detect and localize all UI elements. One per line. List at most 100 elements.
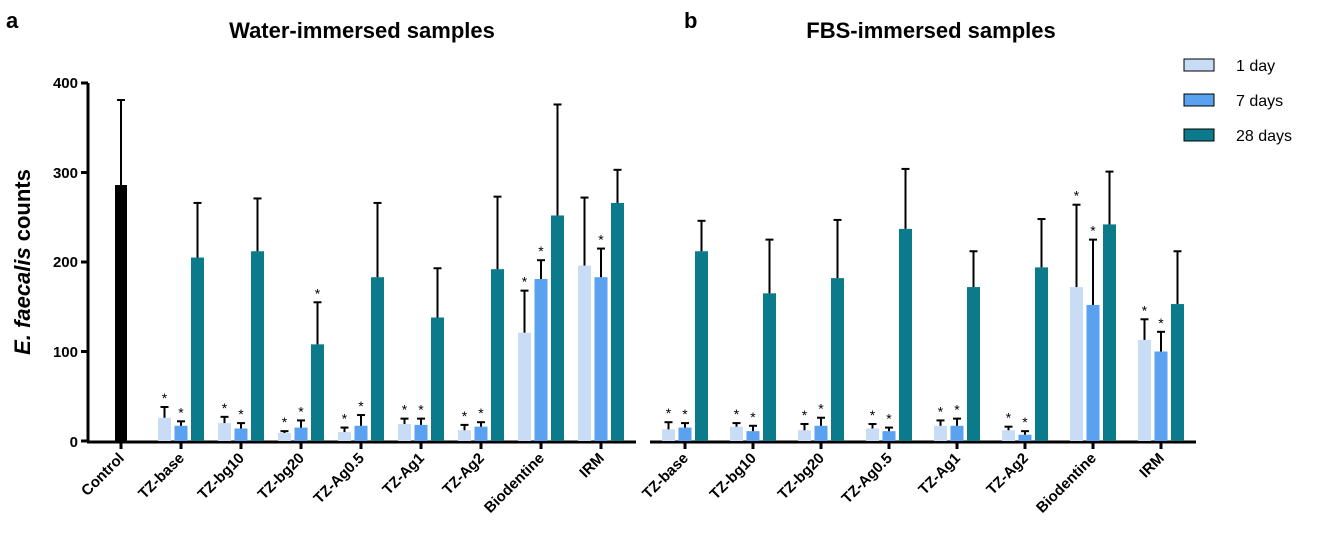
y-tick-label: 400 [53, 75, 78, 92]
bar [1035, 267, 1048, 441]
bar [1171, 304, 1184, 441]
bar [678, 427, 692, 441]
bar [414, 424, 428, 441]
y-tick-label: 0 [70, 434, 78, 451]
y-axis-label-italic: E. faecalis [10, 247, 35, 355]
bar [474, 426, 488, 441]
bar [695, 251, 708, 441]
bar [491, 269, 504, 441]
legend-label-7-days: 7 days [1236, 93, 1283, 110]
significance-star: * [1074, 188, 1080, 204]
y-axis-label-rest: counts [10, 169, 35, 241]
significance-star: * [938, 403, 944, 419]
significance-star: * [750, 409, 756, 425]
legend-label-28-days: 28 days [1236, 128, 1292, 145]
significance-star: * [162, 390, 168, 406]
significance-star: * [178, 404, 184, 420]
significance-star: * [402, 402, 408, 418]
bar [730, 426, 743, 441]
significance-star: * [358, 398, 364, 414]
bar [218, 423, 231, 441]
bar [1018, 434, 1032, 441]
x-tick-label: TZ-Ag0.5 [310, 450, 367, 507]
x-tick-label: TZ-Ag2 [439, 450, 488, 499]
bar [950, 425, 964, 441]
chart-marks: Control * * TZ-base * * TZ-bg10 * * * TZ-bg20 * * TZ-… [78, 81, 1196, 517]
significance-star: * [1006, 410, 1012, 426]
bar [311, 344, 324, 441]
significance-star: * [886, 411, 892, 427]
significance-star: * [682, 406, 688, 422]
significance-star: * [342, 411, 348, 427]
control-bar [115, 185, 127, 441]
significance-star: * [478, 405, 484, 421]
bar [594, 277, 608, 441]
x-tick-label: TZ-bg20 [775, 450, 828, 503]
panel-b-title: FBS-immersed samples [806, 18, 1055, 43]
significance-star: * [282, 414, 288, 430]
x-tick-label: TZ-bg10 [707, 450, 760, 503]
y-tick-label: 100 [53, 344, 78, 361]
x-tick-label: TZ-Ag1 [379, 450, 428, 499]
x-tick-label: Biodentine [1033, 450, 1100, 517]
x-tick-label: TZ-Ag1 [915, 450, 964, 499]
bar [882, 431, 896, 441]
x-tick-label: TZ-base [135, 450, 188, 503]
bar [1103, 224, 1116, 441]
significance-star: * [734, 406, 740, 422]
bar [518, 332, 531, 441]
bar [338, 432, 351, 441]
bar [1070, 287, 1083, 441]
x-tick-label: IRM [576, 450, 607, 481]
bar [763, 293, 776, 441]
bar [814, 425, 828, 441]
bar [831, 278, 844, 441]
bar [866, 428, 879, 441]
x-tick-label: Control [78, 450, 128, 500]
legend: 1 day 7 days 28 days [1183, 58, 1292, 145]
bar [934, 425, 947, 441]
bar [278, 432, 291, 441]
significance-star: * [522, 274, 528, 290]
y-tick-label: 300 [53, 165, 78, 182]
significance-star: * [1090, 223, 1096, 239]
x-tick-label: TZ-bg20 [255, 450, 308, 503]
significance-star: * [818, 401, 824, 417]
significance-star: * [238, 406, 244, 422]
bar [746, 431, 760, 441]
significance-star: * [462, 408, 468, 424]
bar [534, 279, 548, 441]
bar [1138, 339, 1151, 441]
significance-star: * [598, 232, 604, 248]
bar [1086, 304, 1100, 441]
significance-star: * [870, 407, 876, 423]
significance-star: * [954, 402, 960, 418]
bar [191, 257, 204, 441]
bar [174, 425, 188, 441]
bar [234, 428, 248, 441]
significance-star: * [315, 285, 321, 301]
x-tick-label: TZ-Ag2 [983, 450, 1032, 499]
bar [1002, 430, 1015, 441]
bar [611, 202, 624, 441]
panel-a-letter: a [6, 8, 19, 33]
x-tick-label: TZ-base [639, 450, 692, 503]
bar [354, 425, 368, 441]
significance-star: * [1022, 414, 1028, 430]
y-tick-label: 200 [53, 254, 78, 271]
bar [431, 317, 444, 441]
y-axis-label: E. faecalis counts [10, 169, 35, 355]
significance-star: * [1142, 302, 1148, 318]
bar [251, 251, 264, 441]
bar [1154, 351, 1168, 441]
panel-b-letter: b [684, 8, 697, 33]
bar [578, 265, 591, 441]
legend-swatch-1-day [1183, 58, 1215, 72]
legend-swatch-7-days [1183, 93, 1215, 107]
bar [967, 287, 980, 441]
bar [899, 228, 912, 441]
bar [551, 215, 564, 441]
panel-a-title: Water-immersed samples [229, 18, 495, 43]
bar [458, 430, 471, 441]
